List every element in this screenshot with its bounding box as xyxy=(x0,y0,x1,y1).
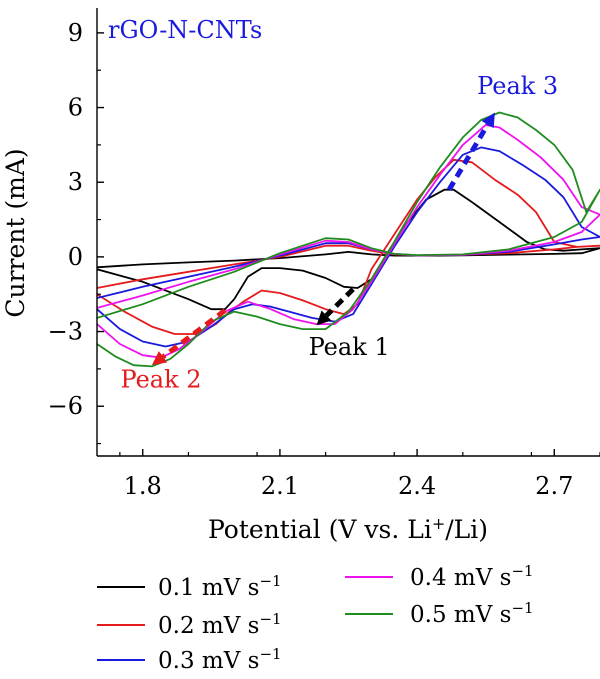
cv-curve-5 xyxy=(97,111,600,368)
x-axis-ticks: 1.8 2.1 2.4 2.7 xyxy=(119,449,600,500)
x-axis-label-sup: + xyxy=(432,514,445,533)
cv-curve-4 xyxy=(97,124,600,359)
x-tick-label: 2.1 xyxy=(261,472,299,500)
legend-item-5: 0.5 mV s−1 xyxy=(345,599,534,628)
x-axis-label-tail: /Li) xyxy=(445,515,488,544)
x-axis-label: Potential (V vs. Li+/Li) xyxy=(208,514,488,544)
legend-label: 0.1 mV s−1 xyxy=(158,572,282,601)
legend-item-4: 0.4 mV s−1 xyxy=(345,562,534,591)
peak-arrowhead-2 xyxy=(151,351,168,366)
legend-label: 0.4 mV s−1 xyxy=(410,562,534,591)
y-tick-label: 0 xyxy=(68,243,83,271)
y-tick-label: 3 xyxy=(68,168,83,196)
x-tick-label: 2.7 xyxy=(535,472,573,500)
peak-arrow-1 xyxy=(324,287,355,318)
legend-label: 0.3 mV s−1 xyxy=(158,645,282,674)
peak-label-1: Peak 1 xyxy=(309,333,390,361)
x-tick-label: 2.4 xyxy=(398,472,436,500)
y-axis-ticks: 9 6 3 0 −3 −6 xyxy=(48,19,104,445)
legend-item-3: 0.3 mV s−1 xyxy=(97,645,282,674)
cv-curve-1 xyxy=(97,188,600,311)
arrows-layer xyxy=(151,112,495,366)
x-tick-label: 1.8 xyxy=(124,472,162,500)
peak-arrowhead-3 xyxy=(481,112,495,129)
annotations-layer: Peak 1 Peak 2 Peak 3 xyxy=(121,72,559,394)
peak-arrow-3 xyxy=(446,123,490,191)
y-axis-label: Current (mA) xyxy=(1,148,30,317)
legend-item-1: 0.1 mV s−1 xyxy=(97,572,282,601)
legend-label: 0.5 mV s−1 xyxy=(410,599,534,628)
legend-item-2: 0.2 mV s−1 xyxy=(97,610,282,639)
peak-arrow-2 xyxy=(161,308,227,359)
y-tick-label: −3 xyxy=(48,318,83,346)
x-axis-label-main: Potential (V vs. Li xyxy=(208,515,432,544)
peak-label-2: Peak 2 xyxy=(121,366,202,394)
legend-label: 0.2 mV s−1 xyxy=(158,610,282,639)
y-tick-label: −6 xyxy=(48,392,83,420)
curves-layer xyxy=(97,111,600,368)
y-tick-label: 6 xyxy=(68,94,83,122)
peak-label-3: Peak 3 xyxy=(477,72,558,100)
chart-title: rGO-N-CNTs xyxy=(108,16,262,44)
peak-arrowhead-1 xyxy=(316,310,332,326)
legend: 0.1 mV s−1 0.2 mV s−1 0.3 mV s−1 0.4 mV s−1… xyxy=(97,562,534,674)
y-tick-label: 9 xyxy=(68,19,83,47)
plot-frame xyxy=(96,8,600,457)
